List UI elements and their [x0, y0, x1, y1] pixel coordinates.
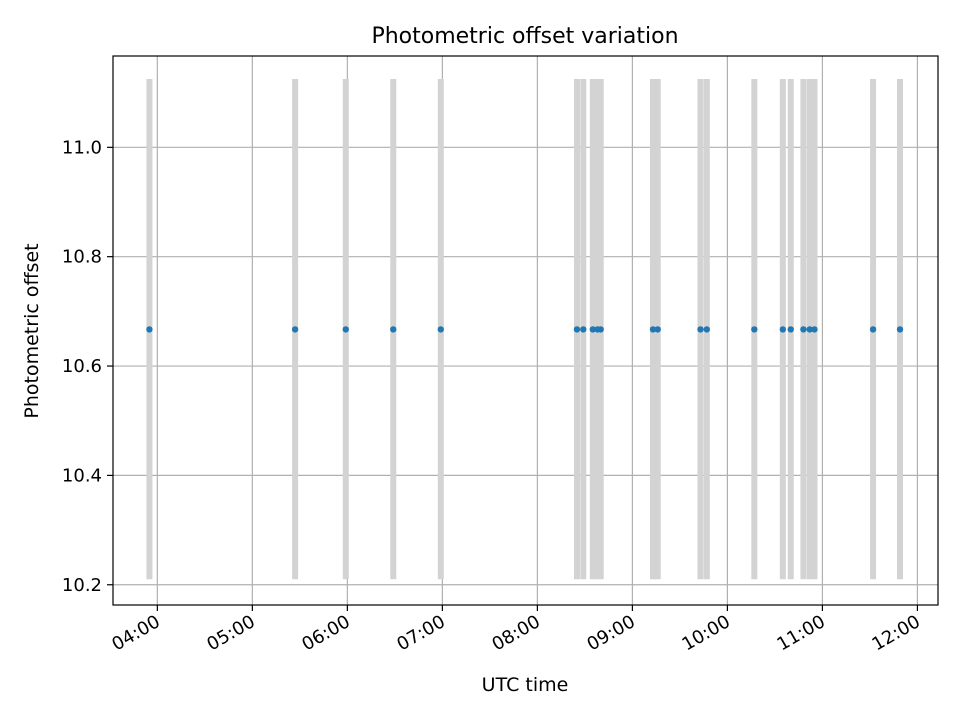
- x-axis-label: UTC time: [482, 674, 569, 696]
- data-point: [597, 326, 604, 333]
- data-point: [146, 326, 153, 333]
- data-point: [649, 326, 657, 333]
- y-axis-ticks: 10.2 10.4 10.6 10.8 11.0: [62, 137, 113, 596]
- y-tick-label: 10.6: [62, 356, 102, 377]
- y-axis-label: Photometric offset: [21, 243, 43, 418]
- data-point: [573, 326, 581, 333]
- data-point: [580, 326, 587, 333]
- data-point: [896, 326, 904, 333]
- data-point: [703, 326, 711, 333]
- chart-title: Photometric offset variation: [371, 24, 678, 49]
- y-tick-label: 10.4: [62, 465, 102, 486]
- data-point: [806, 326, 813, 333]
- plot-frame: [112, 55, 939, 606]
- data-point: [811, 326, 818, 333]
- data-point: [589, 326, 596, 333]
- data-point: [342, 326, 349, 333]
- data-point: [869, 326, 877, 333]
- data-points: [146, 326, 904, 333]
- y-tick-label: 10.2: [62, 575, 102, 596]
- data-point: [291, 326, 299, 333]
- data-point: [437, 326, 444, 333]
- data-point: [654, 326, 661, 333]
- data-point: [697, 326, 704, 333]
- data-point: [800, 326, 807, 333]
- data-point: [779, 326, 787, 333]
- y-tick-label: 11.0: [62, 137, 102, 158]
- data-point: [787, 326, 794, 333]
- data-point: [390, 326, 397, 333]
- y-tick-label: 10.8: [62, 247, 102, 268]
- data-point: [751, 326, 758, 333]
